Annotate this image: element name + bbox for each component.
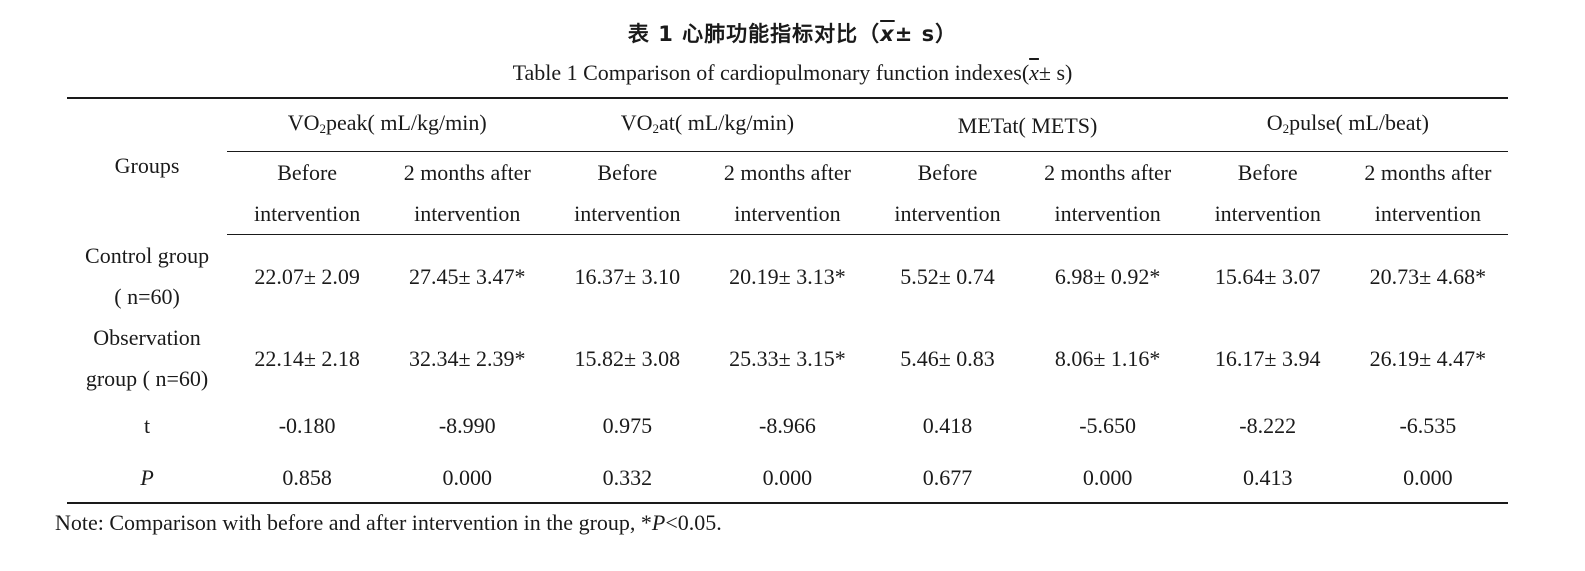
table-title-english: Table 1 Comparison of cardiopulmonary fu… [0,60,1585,86]
table-cell: 0.332 [547,452,708,504]
subheader-after: 2 months after intervention [1347,151,1508,235]
table-cell: 27.45± 3.47* [408,263,526,289]
title-en-xbar: x [1029,60,1039,85]
header-row-timepoints: Before intervention 2 months after interve… [67,151,1508,235]
table-cell: 15.82± 3.08 [574,345,681,371]
table-note: Note: Comparison with before and after i… [55,510,722,536]
title-cn-prefix: 表 1 心肺功能指标对比（ [627,22,881,46]
subheader-before: Before intervention [1187,151,1348,235]
table-cell: 22.07± 2.09 [254,263,360,289]
table-cell: 15.64± 3.07 [1214,263,1321,289]
table-cell: 5.52± 0.74 [900,263,995,289]
table-cell: 0.418 [922,413,973,438]
subheader-before: Before intervention [547,151,708,235]
cardiopulmonary-table: Groups VO2peak( mL/kg/min) VO2at( mL/kg/… [67,97,1508,504]
note-p: P [651,510,666,535]
table-cell: 5.46± 0.83 [900,345,995,371]
table-cell: -5.650 [1079,413,1137,438]
table-cell: 0.677 [867,452,1028,504]
subheader-before: Before intervention [227,151,388,235]
subheader-before: Before intervention [867,151,1028,235]
groups-header: Groups [67,97,228,235]
table-cell: -0.180 [278,413,336,438]
metric-header-metat: METat( METS) [867,97,1188,152]
table-cell: 16.17± 3.94 [1214,345,1321,371]
row-label-p: P [67,452,228,504]
table-cell: 6.98± 0.92* [1054,263,1161,289]
table-row-t: t -0.180 -8.990 0.975 -8.966 0.418 -5.65… [67,399,1508,452]
table-cell: -8.966 [759,413,816,438]
table-cell: 20.19± 3.13* [729,263,846,289]
table-cell: 0.000 [387,452,548,504]
table-cell: -8.990 [438,413,496,438]
subheader-after: 2 months after intervention [707,151,868,235]
title-en-suffix: ± s) [1038,60,1073,85]
table-cell: 22.14± 2.18 [254,345,360,371]
table-cell: 25.33± 3.15* [729,345,846,371]
table-cell: 0.000 [1347,452,1508,504]
table-cell: 32.34± 2.39* [408,345,526,371]
table-cell: 26.19± 4.47* [1369,345,1487,371]
metric-header-vo2peak: VO2peak( mL/kg/min) [227,97,548,152]
note-suffix: <0.05. [665,510,722,535]
table-row-observation: Observation group ( n=60) 22.14± 2.18 32.… [67,317,1508,399]
table-cell: -6.535 [1399,413,1457,438]
row-label-control: Control group( n=60) [85,242,210,309]
subheader-after: 2 months after intervention [387,151,548,235]
metric-header-vo2at: VO2at( mL/kg/min) [547,97,868,152]
table-row-p: P 0.858 0.000 0.332 0.000 0.677 0.000 0.… [67,452,1508,504]
table-cell: 0.975 [602,413,653,438]
row-label-observation: Observation group ( n=60) [85,325,209,391]
note-prefix: Note: Comparison with before and after i… [55,510,652,535]
header-row-metrics: Groups VO2peak( mL/kg/min) VO2at( mL/kg/… [67,97,1508,235]
title-cn-suffix: ± s） [894,22,958,46]
table-cell: 0.858 [227,452,388,504]
table-title-chinese: 表 1 心肺功能指标对比（x± s） [0,18,1585,48]
subheader-after: 2 months after intervention [1027,151,1188,235]
table-cell: 8.06± 1.16* [1054,345,1161,371]
metric-header-o2pulse: O2pulse( mL/beat) [1187,97,1508,152]
table-row-control: Control group( n=60) 22.07± 2.09 27.45± … [67,235,1508,318]
table-cell: 16.37± 3.10 [574,263,681,289]
table-cell: 0.000 [707,452,868,504]
row-label-t: t [143,413,151,438]
title-cn-xbar: x [880,22,895,46]
title-en-prefix: Table 1 Comparison of cardiopulmonary fu… [512,60,1030,85]
table-cell: 0.413 [1187,452,1348,504]
table-cell: 0.000 [1027,452,1188,504]
table-cell: -8.222 [1239,413,1297,438]
table-cell: 20.73± 4.68* [1369,263,1487,289]
